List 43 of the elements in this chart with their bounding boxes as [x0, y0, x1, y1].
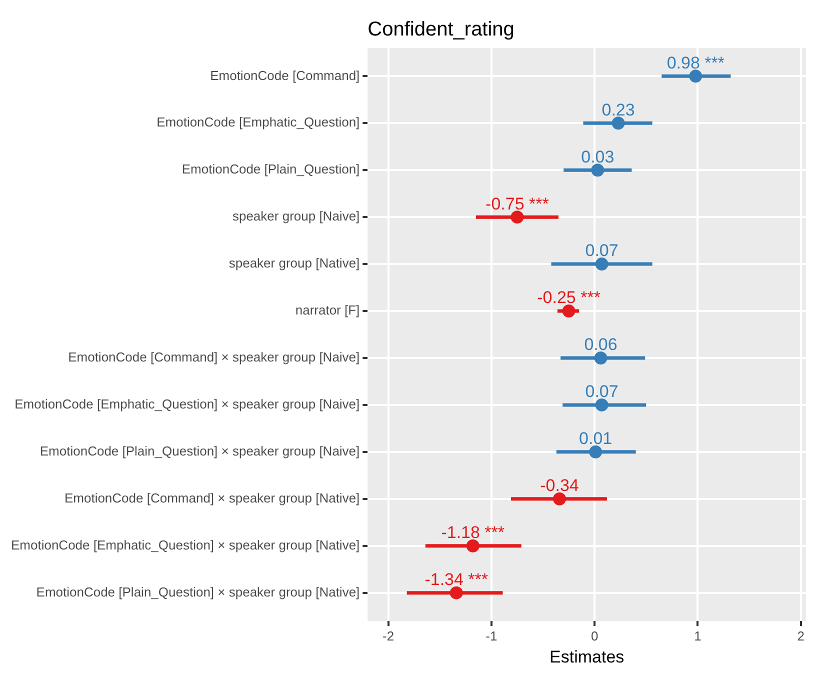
point [595, 258, 608, 271]
data-label: -0.34 [540, 476, 579, 496]
x-tick-label: -2 [382, 628, 394, 644]
y-tick-label: EmotionCode [Emphatic_Question] × speaker group [Naive] [14, 396, 360, 412]
data-label: -0.25 *** [537, 288, 601, 308]
point [594, 351, 608, 364]
point [612, 116, 625, 130]
point [589, 445, 602, 458]
point [466, 539, 480, 552]
data-label: -1.34 *** [424, 570, 488, 590]
x-axis-title: Estimates [550, 647, 624, 666]
y-tick-label: EmotionCode [Emphatic_Question] × speaker group [Native] [10, 537, 360, 552]
data-label: -1.18 *** [441, 523, 505, 542]
data-label: 0.01 [579, 429, 612, 448]
data-label: 0.06 [584, 335, 618, 354]
chart-title: Confident_rating [368, 18, 514, 41]
point [689, 70, 702, 83]
data-label: -0.75 *** [486, 194, 550, 214]
point [595, 398, 608, 412]
point [562, 304, 576, 318]
point [450, 586, 463, 600]
x-tick-label: 0 [590, 628, 598, 644]
y-tick-label: EmotionCode [Emphatic_Question] [156, 114, 360, 130]
point [553, 492, 566, 506]
y-tick-label: EmotionCode [Command] [210, 68, 360, 83]
y-tick-label: EmotionCode [Command] × speaker group [Naive] [68, 350, 360, 365]
y-tick-label: EmotionCode [Plain_Question] [182, 162, 360, 177]
y-tick-label: EmotionCode [Command] × speaker group [Native] [64, 490, 360, 506]
x-tick-label: 1 [694, 628, 702, 644]
data-label: 0.98 *** [666, 53, 725, 72]
point [591, 164, 604, 177]
y-tick-label: speaker group [Naive] [232, 208, 360, 224]
data-label: 0.23 [602, 100, 635, 120]
data-label: 0.07 [585, 382, 618, 402]
data-label: 0.07 [585, 241, 618, 260]
y-tick-label: EmotionCode [Plain_Question] × speaker group [Naive] [40, 443, 360, 458]
x-tick-label: 2 [797, 628, 804, 644]
data-label: 0.03 [581, 147, 614, 166]
x-tick-label: -1 [486, 628, 498, 644]
y-tick-label: speaker group [Native] [228, 256, 360, 271]
point [510, 210, 524, 224]
y-tick-label: EmotionCode [Plain_Question] × speaker group [Native] [36, 584, 360, 600]
y-tick-label: narrator [F] [295, 302, 360, 318]
